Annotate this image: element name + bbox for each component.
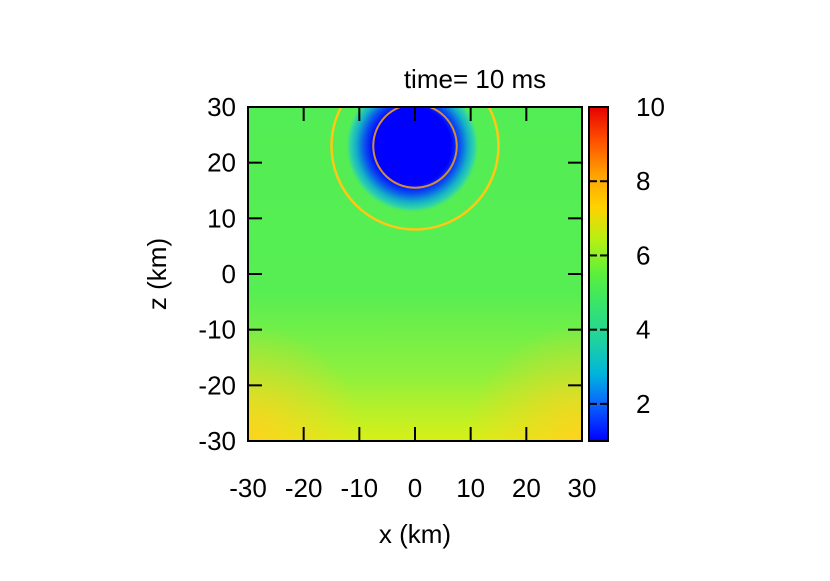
x-tick-label: 10 [456,473,485,503]
y-axis-ticks: 30 20 10 0 -10 -20 -30 [198,92,582,456]
x-axis-label: x (km) [379,519,451,549]
colorbar-gradient [589,107,608,441]
x-tick-label: 20 [512,473,541,503]
y-tick-label: 20 [207,148,236,178]
y-axis-label: z (km) [142,238,172,310]
colorbar: 10 8 6 4 2 [588,92,665,442]
colorbar-tick-label: 2 [636,389,650,419]
colorbar-tick-label: 6 [636,240,650,270]
x-tick-label: -30 [229,473,267,503]
heatmap-field [248,107,582,441]
y-tick-label: -10 [198,315,236,345]
x-tick-label: -20 [285,473,323,503]
outer-wavefront [330,107,500,231]
inner-wavefront [372,107,458,189]
colorbar-ticks: 10 8 6 4 2 [589,92,665,419]
colorbar-tick-label: 8 [636,166,650,196]
chart-title: time= 10 ms [404,64,546,94]
y-tick-label: -30 [198,426,236,456]
colorbar-tick-label: 4 [636,315,650,345]
x-tick-label: 30 [568,473,597,503]
x-axis-ticks: -30 -20 -10 0 10 20 30 [229,107,596,503]
y-tick-label: 0 [222,259,236,289]
colorbar-tick-label: 10 [636,92,665,122]
low-velocity-halo [345,107,479,213]
colorbar-frame [588,106,609,442]
x-tick-label: 0 [408,473,422,503]
y-tick-label: -20 [198,370,236,400]
x-tick-label: -10 [341,473,379,503]
y-tick-label: 30 [207,92,236,122]
y-tick-label: 10 [207,203,236,233]
